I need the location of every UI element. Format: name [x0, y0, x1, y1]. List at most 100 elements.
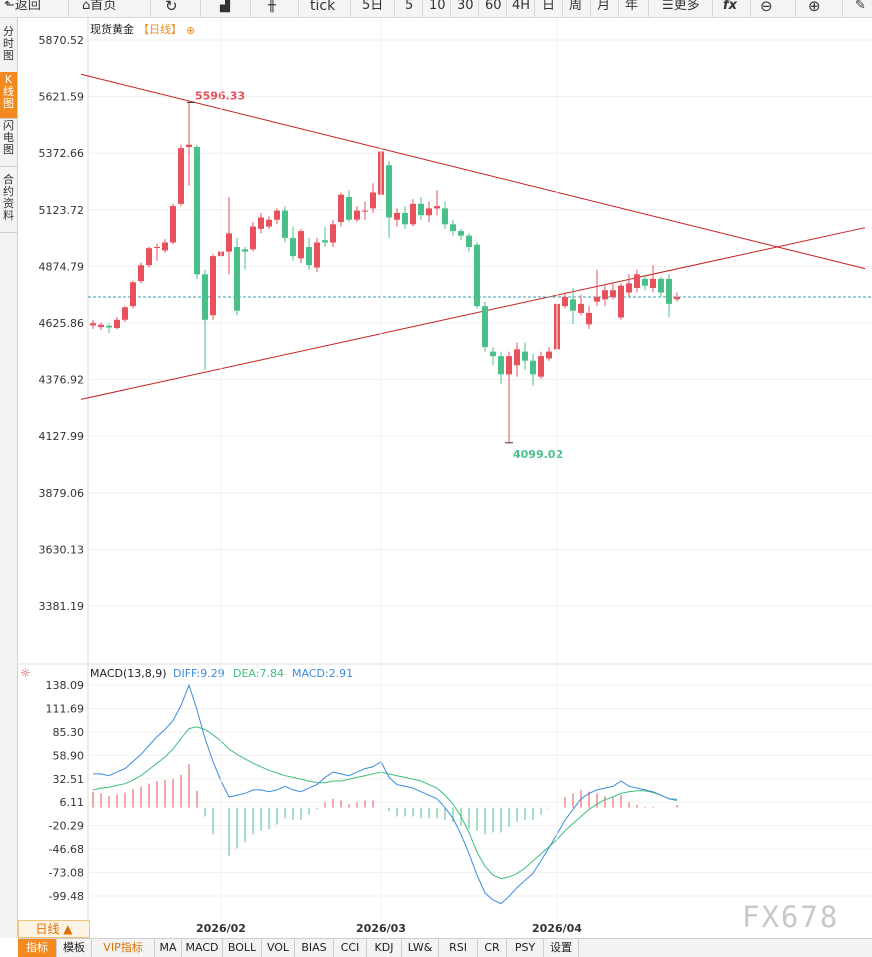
menu-icon: ☰ — [662, 0, 674, 13]
tick-button[interactable]: tick — [310, 0, 336, 14]
separator — [478, 0, 479, 17]
separator — [562, 0, 563, 17]
candle-body — [90, 323, 96, 326]
candle — [162, 239, 168, 253]
pencil-icon: ✎ — [855, 0, 866, 13]
tab-vip-indicator[interactable]: VIP指标 — [92, 939, 155, 957]
price-grid — [88, 39, 872, 607]
back-button[interactable]: ⬑返回 — [4, 0, 41, 13]
tab-indicator[interactable]: 指标 — [18, 939, 57, 957]
separator — [394, 0, 395, 17]
trendlines — [80, 73, 866, 400]
home-button[interactable]: ⌂首页 — [82, 0, 117, 13]
candle-body — [162, 242, 168, 251]
candle-body — [570, 299, 576, 311]
candle-body — [538, 356, 544, 377]
candle — [106, 323, 112, 333]
more-button[interactable]: ☰更多 — [662, 0, 700, 13]
sidebar-tab-flash[interactable]: 闪电图 — [0, 118, 17, 167]
macd-tick-label: 138.09 — [46, 679, 85, 692]
sidebar-tab-kline[interactable]: K线图 — [0, 72, 17, 119]
chart-type-button[interactable]: ▟ — [220, 0, 230, 16]
candle — [370, 183, 376, 213]
tab-boll[interactable]: BOLL — [223, 939, 262, 957]
period-5day[interactable]: 5日 — [362, 0, 384, 13]
tab-ma[interactable]: MA — [155, 939, 182, 957]
separator — [298, 0, 299, 17]
macd-tick-label: -73.08 — [49, 867, 84, 880]
candle-body — [202, 274, 208, 320]
candle-body — [234, 247, 240, 311]
candle-body — [138, 265, 144, 282]
candle — [498, 351, 504, 384]
separator — [842, 0, 843, 17]
draw-button[interactable]: ✎ — [855, 0, 866, 16]
tab-bias[interactable]: BIAS — [295, 939, 334, 957]
tab-cr[interactable]: CR — [478, 939, 507, 957]
target-icon[interactable]: ⊕ — [186, 24, 195, 37]
back-arrow-icon: ⬑ — [4, 0, 15, 13]
candle-body — [618, 285, 624, 318]
tab-kdj[interactable]: KDJ — [367, 939, 402, 957]
zoom-out-icon: ⊖ — [760, 0, 773, 15]
tab-rsi[interactable]: RSI — [439, 939, 478, 957]
tab-lw[interactable]: LW& — [402, 939, 439, 957]
candle — [530, 353, 536, 386]
candle-body — [130, 282, 136, 307]
separator — [350, 0, 351, 17]
price-tick-label: 4874.79 — [39, 260, 85, 273]
candle — [130, 280, 136, 309]
candle-body — [546, 351, 552, 359]
period-60min[interactable]: 60 — [485, 0, 502, 13]
period-10min[interactable]: 10 — [429, 0, 446, 13]
zoom-out-button[interactable]: ⊖ — [760, 0, 773, 16]
period-30min[interactable]: 30 — [457, 0, 474, 13]
price-tick-label: 4625.86 — [39, 317, 85, 330]
candle-body — [514, 349, 520, 366]
candle — [274, 208, 280, 225]
candle — [618, 283, 624, 320]
macd-tick-label: 111.69 — [46, 702, 85, 715]
tab-template[interactable]: 模板 — [57, 939, 92, 957]
period-week[interactable]: 周 — [569, 0, 583, 13]
candle — [290, 226, 296, 261]
zoom-in-button[interactable]: ⊕ — [808, 0, 821, 16]
candle-body — [314, 242, 320, 268]
tab-macd[interactable]: MACD — [182, 939, 223, 957]
candle — [634, 269, 640, 293]
period-selector[interactable]: 日线 ▲ — [18, 920, 90, 938]
candle — [234, 237, 240, 316]
period-4h[interactable]: 4H — [512, 0, 531, 13]
period-day[interactable]: 日 — [542, 0, 556, 13]
separator — [618, 0, 619, 17]
tab-vol[interactable]: VOL — [262, 939, 295, 957]
date-axis: 2026/02 2026/03 2026/04 — [196, 18, 582, 935]
separator — [534, 0, 535, 17]
formula-button[interactable]: fx — [723, 0, 737, 16]
candle — [538, 351, 544, 379]
price-tick-label: 5372.66 — [39, 147, 85, 160]
candle-type-button[interactable]: ╫ — [268, 0, 276, 16]
separator — [750, 0, 751, 17]
candle-body — [122, 307, 128, 320]
indicator-settings-icon[interactable]: ☼ — [20, 666, 31, 680]
candle-body — [194, 146, 200, 275]
candle — [114, 317, 120, 330]
candle-body — [330, 224, 336, 243]
candle — [386, 160, 392, 238]
candle-body — [418, 203, 424, 216]
period-year[interactable]: 年 — [625, 0, 639, 13]
period-month[interactable]: 月 — [597, 0, 611, 13]
tab-settings[interactable]: 设置 — [544, 939, 579, 957]
price-tick-label: 5870.52 — [39, 34, 85, 47]
macd-title: MACD(13,8,9) — [90, 667, 167, 680]
separator — [422, 0, 423, 17]
sidebar-tab-contract[interactable]: 合约资料 — [0, 172, 17, 233]
tab-cci[interactable]: CCI — [334, 939, 367, 957]
candle-body — [210, 256, 216, 316]
refresh-button[interactable]: ↻ — [165, 0, 178, 16]
tab-psy[interactable]: PSY — [507, 939, 544, 957]
period-5min[interactable]: 5 — [405, 0, 414, 13]
candle-body — [298, 231, 304, 259]
